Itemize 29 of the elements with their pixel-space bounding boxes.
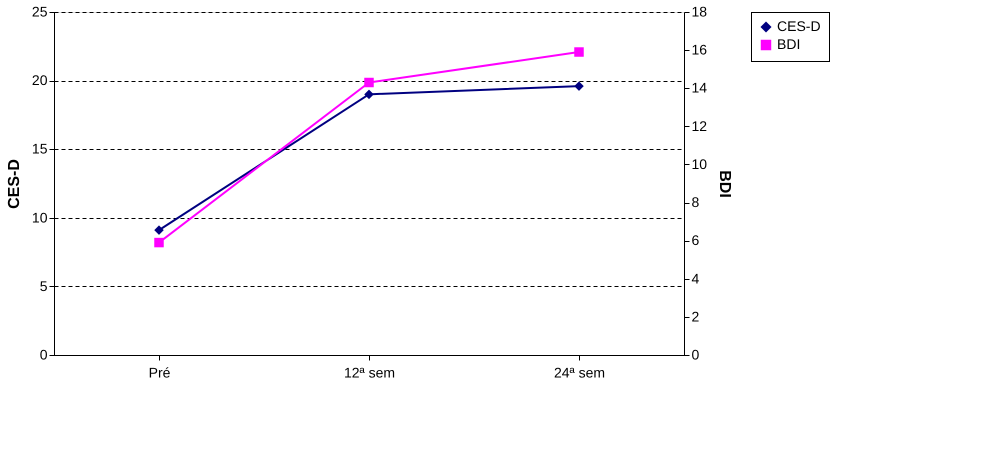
x-tick-label: 12ª sem xyxy=(344,364,396,380)
y2-axis-title: BDI xyxy=(716,170,734,198)
y2-tick-label: 12 xyxy=(692,118,708,134)
point xyxy=(154,238,164,248)
point xyxy=(154,225,164,235)
y2-tick-label: 14 xyxy=(692,80,708,96)
y2-tick-label: 0 xyxy=(692,346,700,362)
y2-tick-label: 18 xyxy=(692,4,708,20)
y-tick-label: 15 xyxy=(32,140,48,157)
x-tick-label: Pré xyxy=(148,364,171,380)
y2-tick-label: 16 xyxy=(692,42,708,58)
y-tick-label: 0 xyxy=(40,346,48,362)
y-axis-title: CES-D xyxy=(6,159,23,209)
point xyxy=(574,47,584,57)
y2-tick-label: 2 xyxy=(692,308,700,324)
y2-tick-label: 6 xyxy=(692,232,700,248)
point xyxy=(364,90,374,100)
point xyxy=(364,78,374,88)
y-tick-label: 5 xyxy=(40,278,48,294)
legend-label: CES-D xyxy=(777,18,821,34)
point xyxy=(574,81,584,91)
y-tick-label: 25 xyxy=(32,4,48,20)
y-tick-label: 10 xyxy=(32,209,48,226)
y2-tick-label: 10 xyxy=(692,156,708,172)
y2-tick-label: 8 xyxy=(692,194,700,210)
legend-label: BDI xyxy=(777,36,800,52)
y-tick-label: 20 xyxy=(32,72,48,88)
x-tick-label: 24ª sem xyxy=(554,364,606,380)
y2-tick-label: 4 xyxy=(692,270,700,286)
